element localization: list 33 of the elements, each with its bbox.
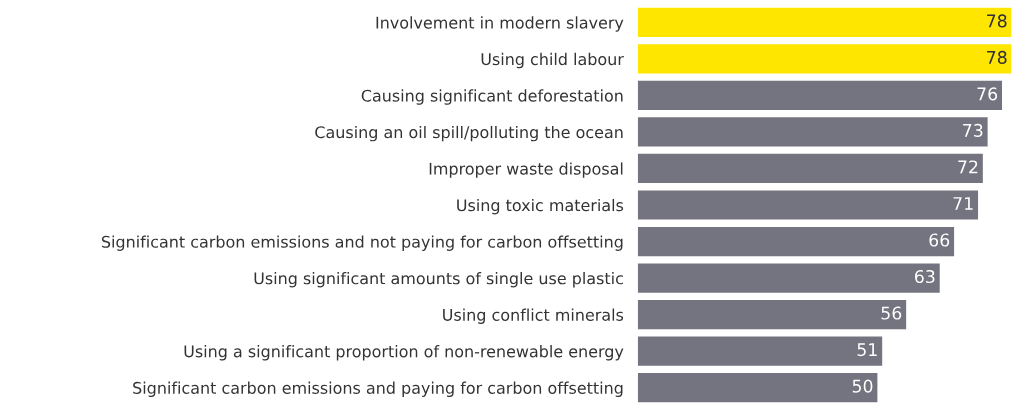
bar [637, 336, 883, 366]
data-label: 76 [977, 87, 998, 101]
y-tick-label: Involvement in modern slavery [376, 16, 624, 32]
bar [637, 7, 1012, 37]
data-label: 73 [963, 123, 983, 137]
bar [637, 226, 955, 257]
data-label: 78 [987, 50, 1007, 64]
data-label: 51 [857, 343, 877, 357]
y-tick-label: Causing an oil spill/polluting the ocean [315, 125, 623, 142]
y-tick-label: Using significant amounts of single use plastic [254, 271, 623, 288]
bar [637, 190, 979, 220]
data-label: 56 [881, 306, 902, 320]
bar [637, 80, 1003, 111]
data-label: 63 [914, 269, 935, 284]
data-label: 66 [929, 233, 950, 247]
y-tick-label: Using a significant proportion of non-renewable energy [184, 345, 624, 361]
y-tick-label: Using child labour [481, 52, 624, 69]
y-tick-label: Using toxic materials [457, 198, 624, 215]
bar [637, 299, 907, 330]
data-label: 71 [953, 197, 973, 210]
y-tick-label: Using conflict minerals [443, 308, 624, 324]
y-tick-label: Causing significant deforestation [361, 89, 623, 105]
data-label: 78 [987, 14, 1007, 28]
bar [637, 117, 988, 147]
bar [637, 44, 1012, 74]
y-tick-label: Significant carbon emissions and paying for carbon offsetting [133, 381, 623, 398]
data-label: 50 [852, 379, 873, 393]
y-tick-label: Significant carbon emissions and not paying for carbon offsetting [101, 235, 623, 251]
data-label: 72 [958, 160, 978, 174]
bar [637, 263, 940, 293]
bar [637, 153, 983, 184]
y-tick-label: Improper waste disposal [429, 162, 623, 178]
bar [637, 373, 878, 403]
